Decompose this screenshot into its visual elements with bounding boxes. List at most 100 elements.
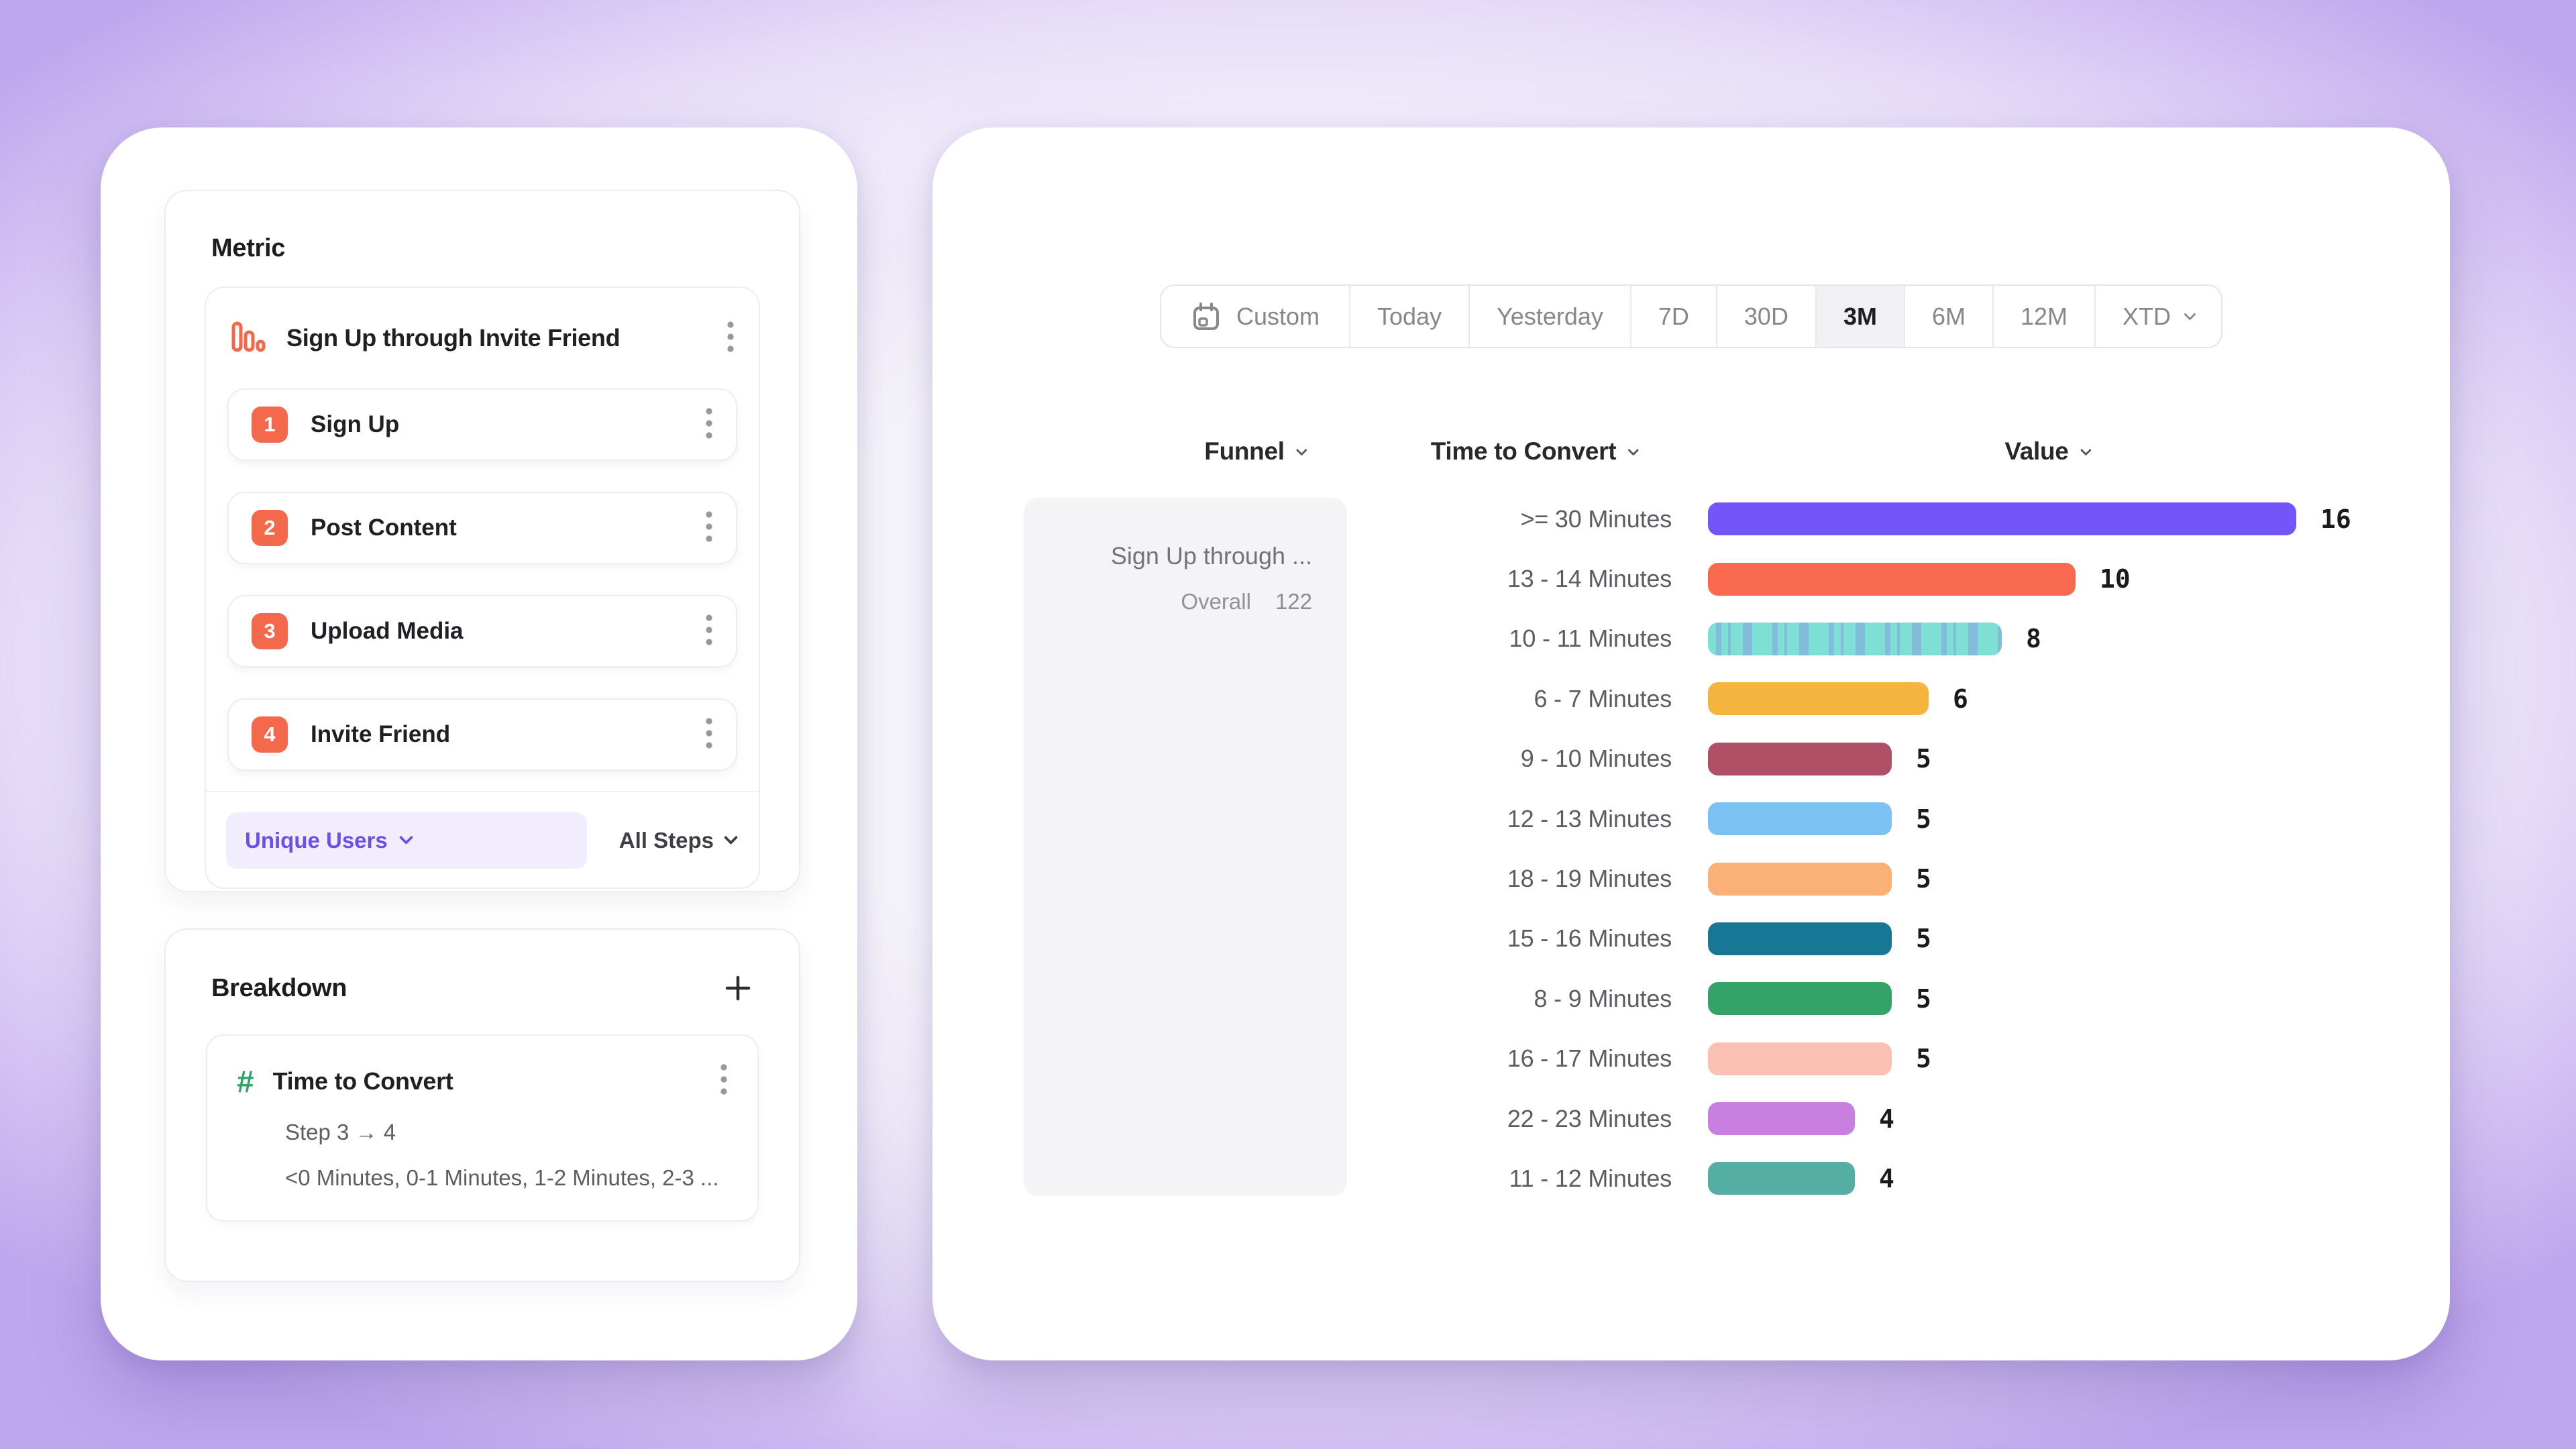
step-label: Sign Up <box>311 411 400 437</box>
bucket-label: 13 - 14 Minutes <box>1507 565 1672 593</box>
bar-chart: >= 30 Minutes 16 13 - 14 Minutes 10 10 - 11 … <box>932 489 2450 1209</box>
numeric-property-icon: # <box>237 1063 254 1099</box>
kebab-dots <box>727 321 734 352</box>
funnel-definition-card: Sign Up through Invite Friend 1 Sign Up 2 P… <box>205 286 760 889</box>
funnel-summary-name: Sign Up through ... <box>1110 542 1312 570</box>
time-range-option-today[interactable]: Today <box>1349 286 1469 347</box>
funnel-header-row[interactable]: Sign Up through Invite Friend <box>206 288 759 388</box>
kebab-menu-icon[interactable] <box>705 716 713 753</box>
bar-value-label: 5 <box>1916 983 1931 1014</box>
breakdown-item-card[interactable]: # Time to Convert Step 3 → 4 <0 Minutes,… <box>206 1034 759 1222</box>
plus-icon <box>725 975 751 1001</box>
metric-panel-title: Metric <box>211 234 286 262</box>
value-bar[interactable] <box>1708 622 2002 655</box>
funnel-step-row[interactable]: 3 Upload Media <box>227 595 737 667</box>
add-breakdown-button[interactable] <box>722 973 753 1004</box>
funnel-step-row[interactable]: 1 Sign Up <box>227 388 737 461</box>
value-bar[interactable] <box>1708 682 1929 716</box>
breakdown-panel-title: Breakdown <box>211 973 347 1002</box>
time-range-option-6m[interactable]: 6M <box>1903 286 1992 347</box>
bar-value-label: 10 <box>2100 564 2131 594</box>
chart-row: >= 30 Minutes 16 <box>932 489 2450 549</box>
bar-value-label: 16 <box>2320 504 2351 534</box>
kebab-dots <box>706 614 712 645</box>
bucket-label: 11 - 12 Minutes <box>1509 1164 1672 1192</box>
time-range-option-label: 30D <box>1743 302 1788 330</box>
measurement-label: Unique Users <box>245 828 388 853</box>
value-bar[interactable] <box>1708 502 2296 536</box>
time-range-option-label: 3M <box>1843 302 1877 330</box>
step-label: Post Content <box>311 515 457 541</box>
funnel-step-row[interactable]: 4 Invite Friend <box>227 698 737 771</box>
kebab-menu-icon[interactable] <box>727 320 735 357</box>
chevron-down-icon <box>398 830 413 845</box>
time-range-option-label: 7D <box>1658 302 1689 330</box>
time-range-selector: Custom Today Yesterday 7D 30D 3M 6M 12M XTD <box>1159 284 2223 348</box>
time-range-option-custom[interactable]: Custom <box>1161 286 1350 347</box>
chart-row: 9 - 10 Minutes 5 <box>932 729 2450 789</box>
value-bar[interactable] <box>1708 1042 1892 1075</box>
bar-value-label: 4 <box>1879 1163 1894 1193</box>
chart-row: 10 - 11 Minutes 8 <box>932 609 2450 669</box>
value-bar[interactable] <box>1708 562 2076 596</box>
time-range-option-yesterday[interactable]: Yesterday <box>1468 286 1630 347</box>
kebab-dots <box>720 1064 727 1095</box>
bucket-label: 15 - 16 Minutes <box>1507 924 1672 953</box>
bucket-label: 9 - 10 Minutes <box>1520 745 1672 773</box>
time-range-option-xtd[interactable]: XTD <box>2094 286 2222 347</box>
chart-row: 18 - 19 Minutes 5 <box>932 849 2450 908</box>
bar-value-label: 6 <box>1953 684 1968 714</box>
funnel-name: Sign Up through Invite Friend <box>286 324 621 352</box>
step-label: Invite Friend <box>311 721 451 747</box>
breakdown-panel: Breakdown # Time to Convert Step 3 → 4 <… <box>164 928 800 1282</box>
kebab-menu-icon[interactable] <box>720 1063 728 1099</box>
time-range-option-12m[interactable]: 12M <box>1992 286 2095 347</box>
chevron-down-icon <box>2184 308 2196 321</box>
value-bar[interactable] <box>1708 862 1892 896</box>
value-bar[interactable] <box>1708 1162 1855 1195</box>
value-bar[interactable] <box>1708 982 1892 1016</box>
step-label: Upload Media <box>311 618 464 644</box>
kebab-menu-icon[interactable] <box>705 510 713 547</box>
time-range-option-3m[interactable]: 3M <box>1815 286 1904 347</box>
chevron-down-icon <box>1296 444 1308 456</box>
kebab-dots <box>706 511 712 542</box>
chart-row: 12 - 13 Minutes 5 <box>932 789 2450 849</box>
bar-value-label: 5 <box>1916 864 1931 894</box>
bar-value-label: 8 <box>2026 624 2041 654</box>
chart-row: 6 - 7 Minutes 6 <box>932 669 2450 729</box>
funnel-chart-icon <box>231 321 266 356</box>
time-range-option-30d[interactable]: 30D <box>1715 286 1815 347</box>
column-header-value[interactable]: Value <box>2004 437 2092 466</box>
column-header-funnel[interactable]: Funnel <box>1204 437 1308 466</box>
measurement-dropdown[interactable]: Unique Users <box>226 812 587 869</box>
value-bar[interactable] <box>1708 922 1892 955</box>
calendar-icon <box>1193 302 1219 330</box>
funnel-summary-card[interactable]: Sign Up through ... Overall 122 <box>1024 498 1347 1196</box>
step-number-badge: 4 <box>252 716 288 753</box>
time-range-option-label: 6M <box>1931 302 1966 330</box>
steps-filter-dropdown[interactable]: All Steps <box>619 828 739 853</box>
kebab-menu-icon[interactable] <box>705 407 713 443</box>
column-header-time-to-convert[interactable]: Time to Convert <box>1431 437 1640 466</box>
time-range-option-label: 12M <box>2020 302 2068 330</box>
funnel-steps-list: 1 Sign Up 2 Post Content 3 Upload Media 4 Invit… <box>206 388 759 771</box>
time-range-option-label: Yesterday <box>1497 302 1603 330</box>
breakdown-buckets-preview: <0 Minutes, 0-1 Minutes, 1-2 Minutes, 2-… <box>285 1165 719 1190</box>
chart-row: 15 - 16 Minutes 5 <box>932 909 2450 969</box>
value-bar[interactable] <box>1708 742 1892 775</box>
bucket-label: 16 - 17 Minutes <box>1507 1044 1672 1073</box>
chart-row: 13 - 14 Minutes 10 <box>932 549 2450 608</box>
funnel-step-row[interactable]: 2 Post Content <box>227 492 737 564</box>
value-bar[interactable] <box>1708 802 1892 836</box>
value-bar[interactable] <box>1708 1102 1855 1136</box>
chart-row: 16 - 17 Minutes 5 <box>932 1029 2450 1089</box>
time-range-option-7d[interactable]: 7D <box>1629 286 1716 347</box>
kebab-menu-icon[interactable] <box>705 613 713 650</box>
funnel-summary-overall-value: 122 <box>1275 589 1312 614</box>
bar-value-label: 5 <box>1916 924 1931 954</box>
column-header-funnel-label: Funnel <box>1204 437 1285 465</box>
step-number-badge: 3 <box>252 613 288 649</box>
bucket-label: 18 - 19 Minutes <box>1507 865 1672 893</box>
bar-value-label: 5 <box>1916 804 1931 834</box>
